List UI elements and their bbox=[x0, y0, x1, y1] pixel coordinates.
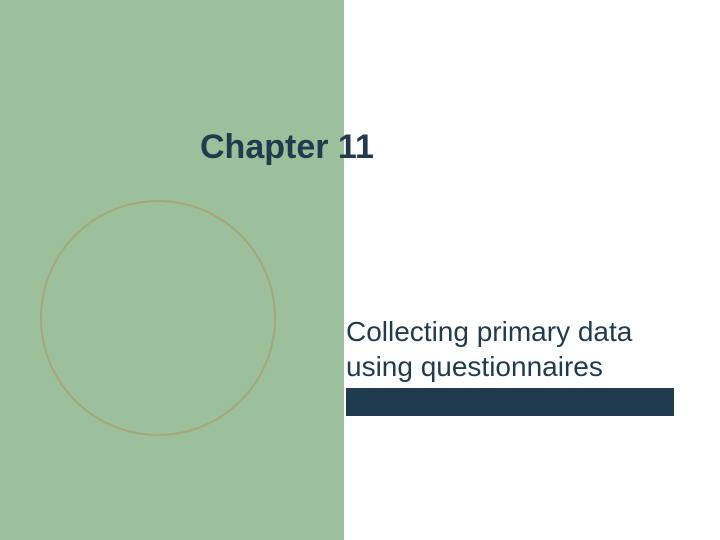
subtitle-line2: using questionnaires bbox=[346, 351, 603, 382]
slide-subtitle: Collecting primary data using questionna… bbox=[346, 314, 632, 384]
subtitle-line1: Collecting primary data bbox=[346, 316, 632, 347]
decorative-circle bbox=[40, 200, 276, 436]
slide-title: Chapter 11 bbox=[200, 128, 374, 167]
subtitle-underline-bar bbox=[346, 388, 674, 416]
